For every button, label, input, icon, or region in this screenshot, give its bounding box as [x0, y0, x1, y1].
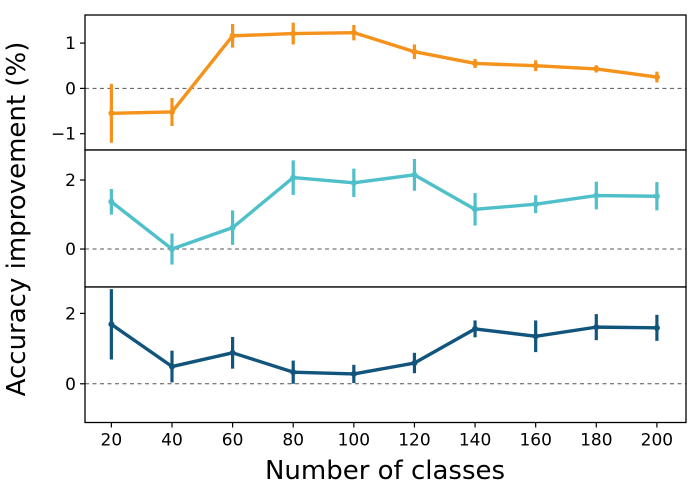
y-tick-label: 0: [65, 240, 76, 260]
series-line: [109, 322, 659, 376]
data-point-marker: [350, 370, 357, 377]
data-point-marker: [290, 174, 297, 181]
subplot-top-series: 1 0 −1: [51, 14, 687, 151]
data-point-marker: [350, 179, 357, 186]
subplot-border: [84, 286, 687, 424]
data-point-marker: [229, 349, 236, 356]
x-tick-label: 40: [161, 431, 183, 451]
y-tick-label: 0: [65, 79, 76, 99]
data-point-marker: [168, 246, 175, 253]
series-line: [109, 173, 659, 251]
data-point-marker: [532, 201, 539, 208]
data-point-marker: [168, 108, 175, 115]
x-tick-label: 160: [519, 431, 551, 451]
data-point-marker: [653, 74, 660, 81]
plot-background: [85, 15, 686, 150]
series-line: [109, 30, 659, 116]
data-point-marker: [108, 198, 115, 205]
data-point-marker: [472, 325, 479, 332]
data-point-marker: [593, 192, 600, 199]
plot-background: [85, 150, 686, 287]
data-point-marker: [290, 369, 297, 376]
data-point-marker: [108, 110, 115, 117]
subplot-middle-series: 20: [65, 149, 687, 288]
data-point-marker: [290, 30, 297, 37]
data-point-marker: [653, 193, 660, 200]
x-tick-label: 200: [641, 431, 673, 451]
x-axis-label: Number of classes: [265, 456, 505, 486]
y-tick-label: 2: [65, 171, 76, 191]
y-tick-label: 2: [65, 304, 76, 324]
data-point-marker: [593, 65, 600, 72]
data-point-marker: [472, 60, 479, 67]
data-point-marker: [108, 321, 115, 328]
x-tick-label: 140: [459, 431, 491, 451]
x-tick-label: 180: [580, 431, 612, 451]
data-point-marker: [229, 224, 236, 231]
y-tick-label: −1: [51, 125, 76, 145]
x-tick-label: 60: [222, 431, 244, 451]
x-tick-label: 120: [398, 431, 430, 451]
plot-background: [85, 287, 686, 423]
y-tick-label: 0: [65, 375, 76, 395]
data-point-marker: [411, 360, 418, 367]
x-tick-label: 80: [282, 431, 304, 451]
data-point-marker: [411, 171, 418, 178]
data-point-marker: [653, 324, 660, 331]
data-point-marker: [350, 29, 357, 36]
data-point-marker: [593, 324, 600, 331]
x-tick-label: 20: [101, 431, 123, 451]
data-point-marker: [168, 363, 175, 370]
data-point-marker: [229, 32, 236, 39]
data-point-marker: [532, 62, 539, 69]
x-tick-label: 100: [338, 431, 370, 451]
data-point-marker: [411, 48, 418, 55]
data-point-marker: [532, 333, 539, 340]
y-axis-label: Accuracy improvement (%): [2, 42, 32, 397]
y-tick-label: 1: [65, 34, 76, 54]
data-point-marker: [472, 206, 479, 213]
